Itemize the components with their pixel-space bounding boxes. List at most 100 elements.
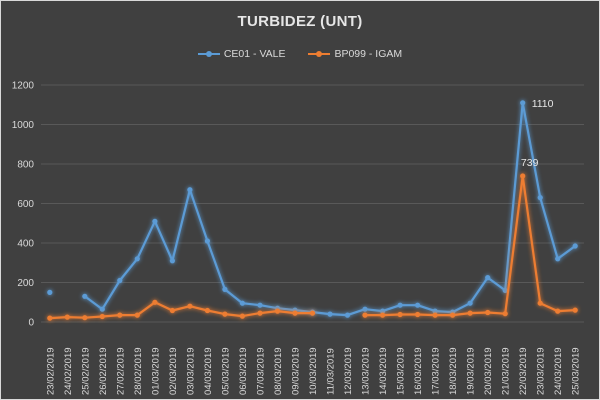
legend-item-series-1: BP099 - IGAM	[308, 48, 402, 60]
legend-label-series-1: BP099 - IGAM	[334, 48, 403, 61]
series-1-point-14	[292, 310, 298, 316]
x-tick-label-15: 10/03/2019	[308, 347, 319, 395]
y-tick-label-5: 1000	[12, 120, 35, 131]
series-0-point-21	[415, 302, 421, 308]
y-tick-label-3: 600	[17, 199, 34, 210]
series-1-point-28	[537, 300, 543, 306]
series-0-point-20	[397, 302, 403, 308]
x-tick-label-2: 25/02/2019	[80, 347, 91, 395]
x-tick-label-1: 24/02/2019	[63, 347, 74, 395]
series-1-point-8	[187, 303, 193, 309]
x-tick-label-9: 04/03/2019	[203, 347, 214, 395]
series-1	[47, 173, 578, 321]
series-0-point-4	[117, 277, 123, 284]
legend-swatch-series-0	[197, 51, 220, 58]
series-1-point-2	[82, 315, 88, 321]
x-tick-label-6: 01/03/2019	[150, 347, 161, 395]
x-tick-label-30: 25/03/2019	[571, 347, 582, 395]
series-1-point-15	[309, 310, 316, 316]
series-1-point-29	[555, 308, 561, 314]
series-1-point-7	[169, 307, 175, 314]
series-1-point-25	[485, 309, 491, 316]
series-0-point-8	[187, 187, 193, 193]
data-label-1: 739	[521, 157, 539, 169]
series-0-point-30	[572, 243, 578, 249]
series-1-point-13	[274, 308, 281, 314]
y-tick-label-6: 1200	[12, 81, 35, 92]
x-tick-label-4: 27/02/2019	[115, 347, 126, 395]
series-0-point-27	[520, 100, 526, 106]
x-tick-label-22: 17/03/2019	[431, 347, 442, 395]
x-tick-label-19: 14/03/2019	[378, 347, 389, 395]
series-0-point-0	[47, 289, 53, 295]
legend-item-series-0: CE01 - VALE	[197, 48, 286, 61]
series-1-point-21	[415, 311, 421, 318]
series-0-point-3	[99, 306, 105, 312]
y-tick-label-1: 200	[17, 278, 34, 289]
y-tick-label-0: 0	[28, 318, 34, 329]
x-tick-label-18: 13/03/2019	[361, 347, 372, 395]
x-tick-label-24: 19/03/2019	[466, 347, 477, 395]
series-0-point-26	[502, 287, 508, 293]
series-1-point-18	[362, 312, 368, 318]
series-1-point-20	[397, 311, 403, 318]
x-tick-label-5: 28/02/2019	[133, 347, 144, 395]
series-1-point-11	[239, 313, 245, 319]
series-1-point-0	[47, 315, 53, 321]
series-0-point-28	[537, 195, 543, 201]
x-tick-label-25: 20/03/2019	[483, 347, 494, 395]
series-0-point-24	[467, 300, 473, 306]
chart-legend: CE01 - VALE BP099 - IGAM	[1, 48, 599, 60]
x-tick-label-28: 23/03/2019	[536, 347, 547, 395]
series-0-point-7	[169, 258, 175, 264]
legend-label-series-0: CE01 - VALE	[223, 48, 286, 61]
series-0-point-6	[152, 218, 158, 224]
series-1-line-0	[49, 301, 313, 320]
x-tick-label-11: 06/03/2019	[238, 347, 249, 395]
series-0-point-29	[555, 256, 561, 262]
series-0-point-10	[222, 286, 228, 292]
series-1-point-3	[99, 313, 105, 320]
series-0-point-19	[380, 308, 386, 314]
series-0-point-22	[432, 308, 438, 314]
series-0-point-2	[82, 293, 88, 299]
series-1-point-5	[134, 312, 140, 318]
series-1-point-9	[204, 307, 210, 314]
x-tick-label-12: 07/03/2019	[255, 347, 266, 395]
x-tick-label-21: 16/03/2019	[413, 347, 424, 395]
x-tick-label-26: 21/03/2019	[501, 347, 512, 395]
x-tick-label-14: 09/03/2019	[290, 347, 301, 395]
series-1-point-26	[502, 311, 508, 317]
series-1-point-4	[117, 312, 123, 318]
series-1-point-12	[257, 310, 263, 316]
series-0-line-1	[84, 101, 576, 317]
series-0-point-12	[257, 302, 263, 308]
x-tick-label-27: 22/03/2019	[518, 347, 529, 395]
x-tick-label-20: 15/03/2019	[396, 347, 407, 395]
y-tick-label-4: 800	[17, 160, 34, 171]
x-tick-label-23: 18/03/2019	[448, 347, 459, 395]
series-1-point-22	[432, 312, 438, 318]
series-1-line-1	[365, 174, 576, 317]
x-tick-label-13: 08/03/2019	[273, 347, 284, 395]
x-tick-label-8: 03/03/2019	[185, 347, 196, 395]
series-0-point-11	[239, 300, 245, 306]
chart-title: TURBIDEZ (UNT)	[237, 13, 363, 30]
series-1-point-10	[222, 311, 228, 317]
series-0-point-5	[134, 256, 140, 262]
x-tick-label-3: 26/02/2019	[98, 347, 109, 395]
series-0-point-9	[204, 238, 210, 244]
series-1-point-30	[572, 307, 578, 313]
series-0-point-25	[485, 275, 491, 281]
series-1-point-1	[64, 314, 70, 320]
x-tick-label-17: 12/03/2019	[343, 347, 354, 395]
series-1-point-23	[450, 312, 456, 318]
x-tick-label-10: 05/03/2019	[220, 347, 231, 395]
series-1-point-24	[467, 310, 473, 316]
data-label-0: 1110	[532, 98, 554, 110]
series-1-point-19	[380, 312, 386, 318]
series-0-point-16	[327, 311, 333, 317]
series-0-point-17	[344, 312, 351, 318]
